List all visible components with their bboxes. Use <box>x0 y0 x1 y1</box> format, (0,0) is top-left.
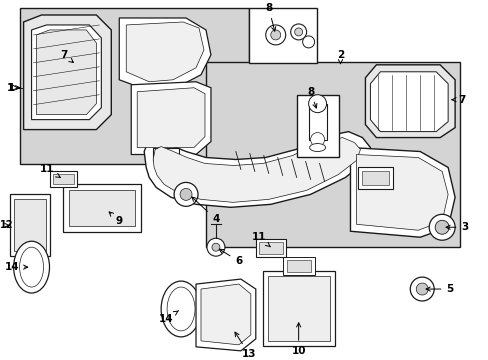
Text: 7: 7 <box>451 95 465 105</box>
Text: 11: 11 <box>251 232 270 247</box>
Text: 4: 4 <box>191 197 219 224</box>
Polygon shape <box>201 284 250 345</box>
Circle shape <box>310 132 324 147</box>
Text: 13: 13 <box>234 332 256 359</box>
Circle shape <box>290 24 306 40</box>
Polygon shape <box>144 132 369 207</box>
Polygon shape <box>126 22 203 82</box>
Bar <box>63 184 141 232</box>
Text: 6: 6 <box>219 249 242 266</box>
Polygon shape <box>20 8 248 165</box>
Circle shape <box>409 277 433 301</box>
Bar <box>358 167 392 189</box>
Text: 7: 7 <box>60 50 73 63</box>
Bar <box>49 171 77 188</box>
Polygon shape <box>23 15 111 130</box>
Circle shape <box>270 30 280 40</box>
Bar <box>267 276 329 341</box>
Circle shape <box>308 95 326 113</box>
Bar <box>296 95 338 157</box>
Bar <box>255 239 285 257</box>
Polygon shape <box>137 88 204 148</box>
Text: 9: 9 <box>109 212 122 226</box>
Bar <box>286 260 310 272</box>
Ellipse shape <box>167 287 195 331</box>
Bar <box>362 171 388 185</box>
Circle shape <box>294 28 302 36</box>
Ellipse shape <box>14 241 49 293</box>
Circle shape <box>180 188 192 201</box>
Ellipse shape <box>309 144 325 152</box>
Text: 1: 1 <box>7 83 20 93</box>
Text: 1: 1 <box>8 83 15 93</box>
Ellipse shape <box>20 247 43 287</box>
Bar <box>248 8 316 63</box>
Circle shape <box>206 238 224 256</box>
Polygon shape <box>153 138 360 202</box>
Text: 5: 5 <box>425 284 453 294</box>
Polygon shape <box>119 18 210 90</box>
Circle shape <box>434 220 448 234</box>
Polygon shape <box>369 72 447 132</box>
Text: 12: 12 <box>0 220 13 230</box>
Circle shape <box>265 25 285 45</box>
Polygon shape <box>356 154 447 230</box>
Text: 14: 14 <box>159 311 178 324</box>
Polygon shape <box>153 148 179 162</box>
Polygon shape <box>205 62 459 247</box>
Bar <box>52 175 74 184</box>
Text: 10: 10 <box>291 323 305 356</box>
Ellipse shape <box>161 281 201 337</box>
Bar <box>10 194 49 256</box>
Polygon shape <box>37 30 96 114</box>
Circle shape <box>211 243 220 251</box>
Bar <box>14 199 45 251</box>
Text: 11: 11 <box>40 165 60 177</box>
Circle shape <box>174 183 198 206</box>
Bar <box>282 257 314 275</box>
Text: 14: 14 <box>4 262 28 272</box>
Circle shape <box>302 36 314 48</box>
Bar <box>308 104 326 140</box>
Bar <box>69 190 135 226</box>
Polygon shape <box>196 279 255 351</box>
Bar <box>258 242 282 254</box>
Text: 3: 3 <box>445 222 468 232</box>
Bar <box>262 271 334 346</box>
Polygon shape <box>32 25 101 120</box>
Text: 2: 2 <box>336 50 344 64</box>
Polygon shape <box>365 65 454 138</box>
Circle shape <box>415 283 427 295</box>
Circle shape <box>428 214 454 240</box>
Text: 8: 8 <box>264 3 275 31</box>
Polygon shape <box>131 82 210 154</box>
Polygon shape <box>350 148 454 237</box>
Text: 8: 8 <box>306 87 316 108</box>
